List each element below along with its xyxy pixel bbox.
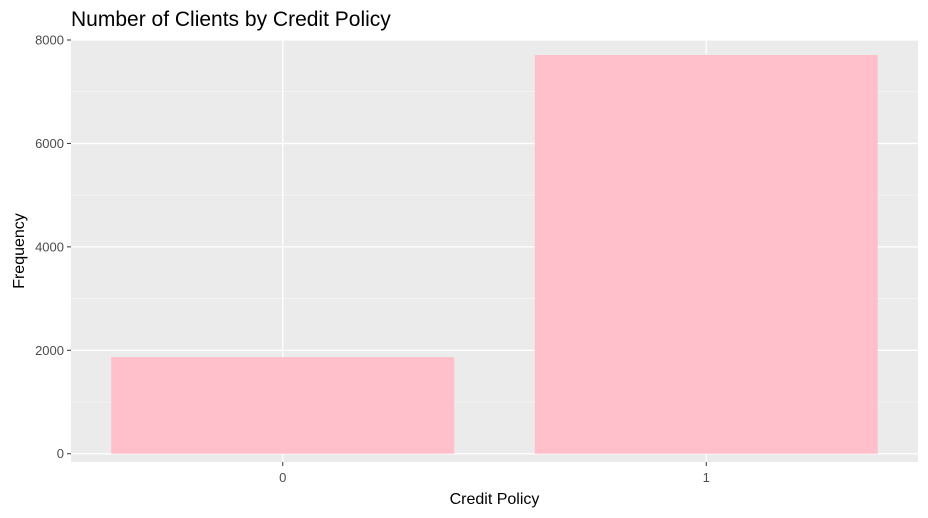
y-tick-label: 8000 [35,33,64,48]
y-tick-label: 0 [57,446,64,461]
bar-1 [534,54,878,454]
y-tick-label: 6000 [35,136,64,151]
y-tick-label: 4000 [35,239,64,254]
x-tick-label: 1 [703,470,710,485]
chart-title: Number of Clients by Credit Policy [71,8,391,31]
y-axis-ticks: 0 2000 4000 6000 8000 [35,33,71,461]
x-tick-label: 0 [279,470,286,485]
y-tick-label: 2000 [35,343,64,358]
bar-0 [111,357,455,454]
y-axis-title: Frequency [11,213,28,289]
bars [111,54,878,454]
x-axis-title: Credit Policy [450,491,540,508]
